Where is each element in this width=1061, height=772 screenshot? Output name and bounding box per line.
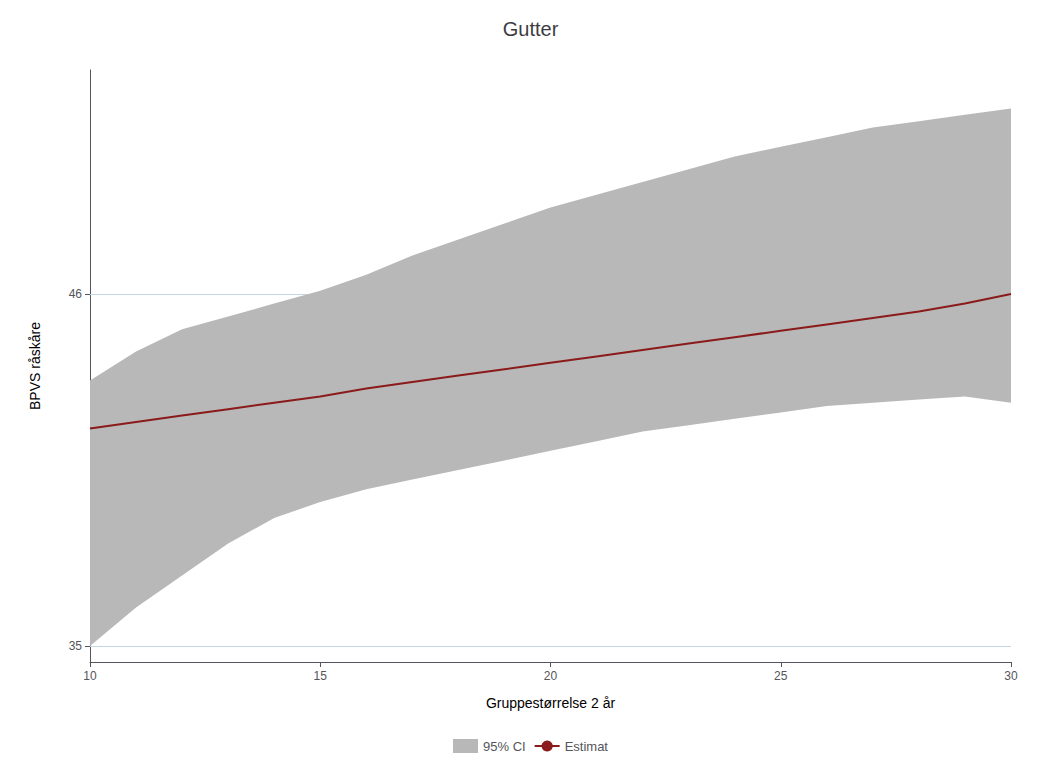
svg-text:Gutter: Gutter	[503, 18, 559, 40]
svg-text:Gruppestørrelse 2 år: Gruppestørrelse 2 år	[486, 695, 615, 711]
svg-text:10: 10	[83, 669, 97, 683]
svg-text:95% CI: 95% CI	[483, 739, 526, 754]
svg-text:46: 46	[69, 287, 83, 301]
svg-text:15: 15	[314, 669, 328, 683]
svg-text:25: 25	[774, 669, 788, 683]
svg-text:BPVS råskåre: BPVS råskåre	[27, 322, 43, 410]
svg-text:30: 30	[1004, 669, 1018, 683]
svg-text:35: 35	[69, 639, 83, 653]
svg-text:20: 20	[544, 669, 558, 683]
svg-text:Estimat: Estimat	[565, 739, 609, 754]
